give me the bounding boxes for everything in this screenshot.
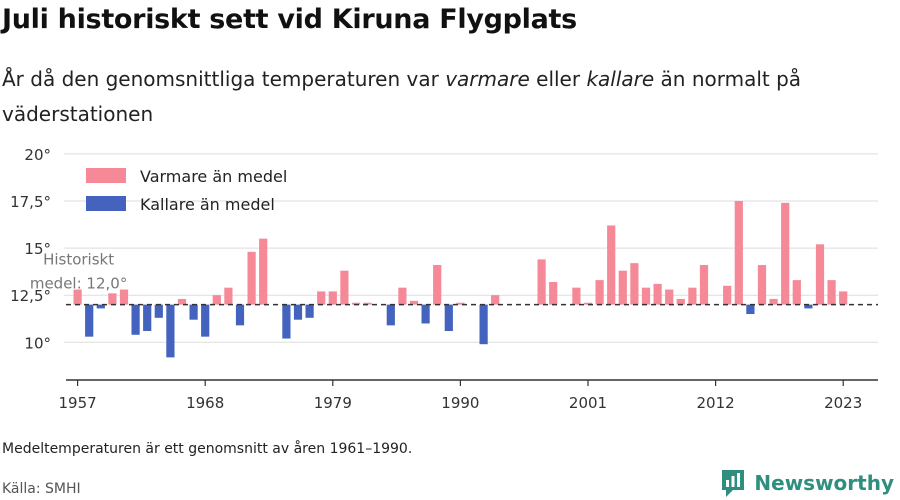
bar-1965	[166, 304, 175, 358]
subtitle-warmer-word: varmare	[445, 67, 530, 91]
chart-title: Juli historiskt sett vid Kiruna Flygplat…	[2, 4, 577, 35]
bar-1990	[456, 302, 465, 305]
legend-swatch-colder	[86, 196, 126, 211]
x-tick-label: 1957	[59, 394, 97, 412]
bar-1982	[363, 302, 372, 305]
bars	[73, 200, 848, 358]
temperature-bar-chart: 10° 12,5° 15° 17,5° 20° Historiskt medel: 12…	[10, 146, 878, 412]
bar-1975	[282, 304, 291, 339]
x-tick-label: 1968	[186, 394, 224, 412]
bar-1986	[409, 300, 419, 305]
x-tick-label: 1979	[314, 394, 352, 412]
bar-2022	[827, 280, 836, 305]
bar-2000	[572, 287, 581, 305]
bar-1984	[386, 304, 395, 326]
bar-2009	[676, 298, 685, 305]
bar-1992	[479, 304, 488, 345]
bar-2023	[839, 291, 848, 305]
bar-2004	[618, 270, 627, 305]
bar-1969	[212, 295, 221, 305]
bar-2018	[781, 202, 790, 305]
bar-1993	[491, 295, 500, 305]
bar-1962	[131, 304, 140, 335]
legend-label-colder: Kallare än medel	[140, 195, 275, 214]
bar-1970	[224, 287, 233, 305]
bar-2016	[757, 265, 767, 305]
bar-2001	[583, 302, 593, 305]
x-tick-label: 2023	[824, 394, 862, 412]
baseline-label-line2: medel: 12,0°	[30, 275, 127, 293]
y-tick-label: 10°	[24, 334, 51, 352]
bar-1998	[549, 282, 558, 305]
bar-2003	[607, 225, 616, 305]
bar-1977	[305, 304, 314, 318]
bar-1967	[189, 304, 198, 320]
newsworthy-logo-icon	[722, 470, 745, 497]
bar-1971	[235, 304, 245, 326]
bar-1972	[247, 251, 256, 305]
bar-2020	[804, 304, 813, 309]
subtitle-colder-word: kallare	[586, 67, 655, 91]
bar-1989	[444, 304, 453, 331]
bar-1997	[537, 259, 546, 305]
bar-1987	[421, 304, 430, 324]
bar-1959	[96, 304, 105, 309]
x-axis-ticks: 1957 1968 1979 1990 2001 2012 2023	[59, 380, 862, 412]
bar-2008	[665, 289, 674, 305]
bar-1978	[317, 291, 326, 305]
bar-1960	[108, 293, 117, 305]
bar-1979	[328, 291, 337, 305]
baseline-reference: Historiskt medel: 12,0°	[30, 251, 878, 306]
bar-2021	[815, 244, 825, 305]
y-tick-label: 17,5°	[10, 193, 51, 211]
y-axis-labels: 10° 12,5° 15° 17,5° 20°	[10, 146, 51, 352]
y-tick-label: 20°	[24, 146, 51, 164]
source-credit: Källa: SMHI	[2, 481, 81, 497]
chart-subtitle: År då den genomsnittliga temperaturen va…	[2, 62, 862, 132]
bar-1973	[259, 238, 268, 305]
subtitle-text-1: År då den genomsnittliga temperaturen va…	[2, 67, 446, 91]
bar-2014	[734, 200, 743, 305]
bar-1968	[201, 304, 210, 337]
bar-2015	[746, 304, 755, 315]
bar-1963	[143, 304, 152, 331]
bar-1957	[73, 289, 82, 305]
bar-2010	[688, 287, 697, 305]
bar-2013	[723, 285, 732, 305]
y-tick-label: 12,5°	[10, 287, 51, 305]
bar-2002	[595, 280, 604, 305]
bar-1981	[351, 302, 361, 305]
legend: Varmare än medel Kallare än medel	[86, 167, 287, 214]
bar-1988	[433, 265, 442, 305]
bar-1961	[119, 289, 129, 305]
subtitle-text-3: än normalt på väderstationen	[2, 67, 802, 126]
bar-1964	[154, 304, 163, 318]
y-tick-label: 15°	[24, 240, 51, 258]
bar-1976	[293, 304, 303, 320]
legend-label-warmer: Varmare än medel	[140, 167, 287, 186]
bar-1980	[340, 270, 349, 305]
subtitle-text-2: eller	[529, 67, 587, 91]
bar-2011	[699, 265, 709, 305]
legend-swatch-warmer	[86, 168, 126, 183]
bar-2005	[630, 263, 639, 305]
bar-2007	[653, 283, 662, 305]
bar-2019	[792, 280, 801, 305]
bar-1985	[398, 287, 407, 305]
bar-2017	[769, 298, 778, 305]
bar-1958	[85, 304, 94, 337]
x-tick-label: 2001	[569, 394, 607, 412]
bar-1966	[177, 298, 187, 305]
footnote: Medeltemperaturen är ett genomsnitt av å…	[2, 441, 413, 457]
x-tick-label: 1990	[441, 394, 479, 412]
bar-2006	[641, 287, 651, 305]
baseline-label-line1: Historiskt	[43, 251, 114, 269]
x-tick-label: 2012	[697, 394, 735, 412]
newsworthy-brand[interactable]: Newsworthy	[720, 468, 894, 498]
brand-name: Newsworthy	[754, 471, 894, 495]
